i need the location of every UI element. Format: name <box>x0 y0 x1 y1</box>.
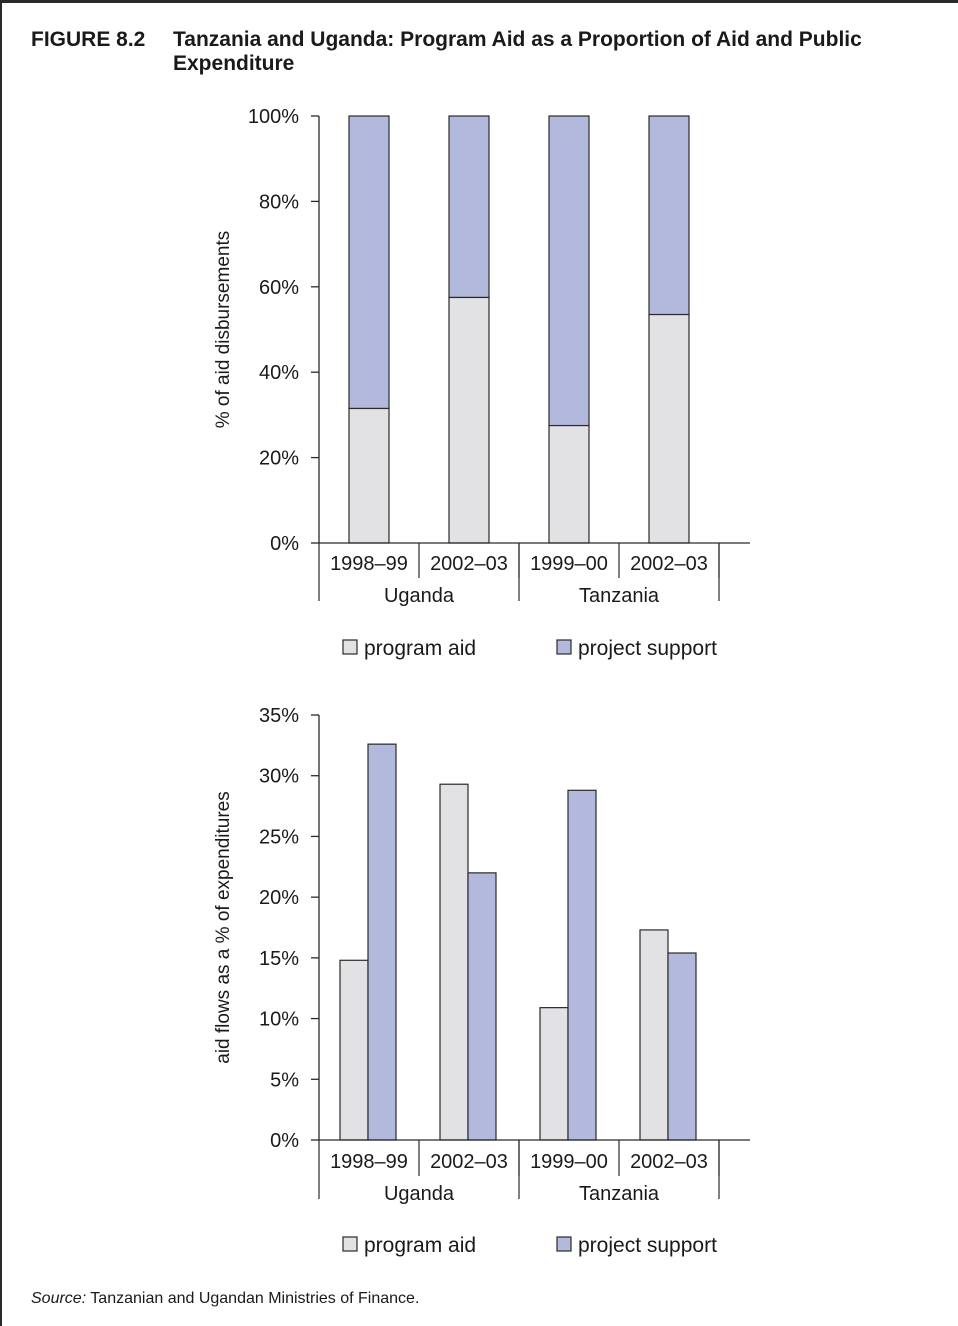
figure-label: FIGURE 8.2 <box>31 28 146 51</box>
chart2-y-tick-label: 25% <box>259 826 299 848</box>
chart1-bar-project-support <box>648 115 690 316</box>
chart1-y-axis-title: % of aid disbursements <box>213 231 234 429</box>
source-note: Source: Tanzanian and Ugandan Ministries… <box>31 1290 419 1308</box>
chart1-x-group-label: Uganda <box>384 585 455 607</box>
chart1-x-group-label: Tanzania <box>579 585 660 607</box>
chart2-x-group-label: Uganda <box>384 1183 455 1205</box>
chart1-y-tick-label: 0% <box>270 533 299 555</box>
chart1-x-category-label: 2002–03 <box>430 553 508 575</box>
chart1-y-tick-label: 60% <box>259 277 299 299</box>
chart2-x-category-label: 2002–03 <box>630 1151 708 1173</box>
chart2-x-category-label: 1999–00 <box>530 1151 608 1173</box>
chart2-bar-project-support <box>467 872 497 1141</box>
chart2-bar-program-aid <box>339 959 369 1141</box>
chart2-legend-swatch <box>342 1236 358 1252</box>
chart2-y-tick-label: 30% <box>259 766 299 788</box>
source-label: Source: <box>31 1290 87 1307</box>
chart2-y-tick-label: 15% <box>259 948 299 970</box>
chart2-y-axis-title: aid flows as a % of expenditures <box>213 791 234 1064</box>
chart1-legend-label: program aid <box>364 637 476 660</box>
chart2-bar-program-aid <box>439 783 469 1141</box>
chart1-x-category-label: 1998–99 <box>330 553 408 575</box>
chart2-x-category-label: 2002–03 <box>430 1151 508 1173</box>
chart2-legend-swatch <box>556 1236 572 1252</box>
chart2-bar-project-support <box>367 743 397 1141</box>
chart1-bar-project-support <box>348 115 390 410</box>
chart1-legend-swatch <box>342 639 358 655</box>
source-text: Tanzanian and Ugandan Ministries of Fina… <box>86 1290 420 1307</box>
chart1-x-category-label: 1999–00 <box>530 553 608 575</box>
chart2-y-tick-label: 5% <box>270 1069 299 1091</box>
chart1-y-tick-label: 100% <box>248 106 299 128</box>
chart1-bar-program-aid <box>348 407 390 544</box>
chart1-bar-project-support <box>448 115 490 299</box>
chart1-y-tick-label: 20% <box>259 448 299 470</box>
chart1-y-tick-label: 80% <box>259 191 299 213</box>
chart2-bar-project-support <box>567 789 597 1141</box>
chart2-bar-project-support <box>667 952 697 1141</box>
chart2-x-category-label: 1998–99 <box>330 1151 408 1173</box>
chart1-bar-program-aid <box>648 313 690 544</box>
chart2-bar-program-aid <box>639 929 669 1141</box>
chart1-bar-program-aid <box>548 424 590 544</box>
chart2-y-tick-label: 20% <box>259 887 299 909</box>
figure-title: Tanzania and Uganda: Program Aid as a Pr… <box>173 28 862 75</box>
chart1-bar-program-aid <box>448 296 490 544</box>
chart2-y-tick-label: 10% <box>259 1009 299 1031</box>
chart1-legend-swatch <box>556 639 572 655</box>
chart1-y-tick-label: 40% <box>259 362 299 384</box>
chart2-x-group-label: Tanzania <box>579 1183 660 1205</box>
chart1-legend-label: project support <box>578 637 717 660</box>
chart2-legend-label: project support <box>578 1234 717 1257</box>
chart2-legend-label: program aid <box>364 1234 476 1257</box>
chart1-x-category-label: 2002–03 <box>630 553 708 575</box>
chart2-y-tick-label: 35% <box>259 705 299 727</box>
chart2-bar-program-aid <box>539 1007 569 1141</box>
chart2-y-tick-label: 0% <box>270 1130 299 1152</box>
chart1-bar-project-support <box>548 115 590 427</box>
